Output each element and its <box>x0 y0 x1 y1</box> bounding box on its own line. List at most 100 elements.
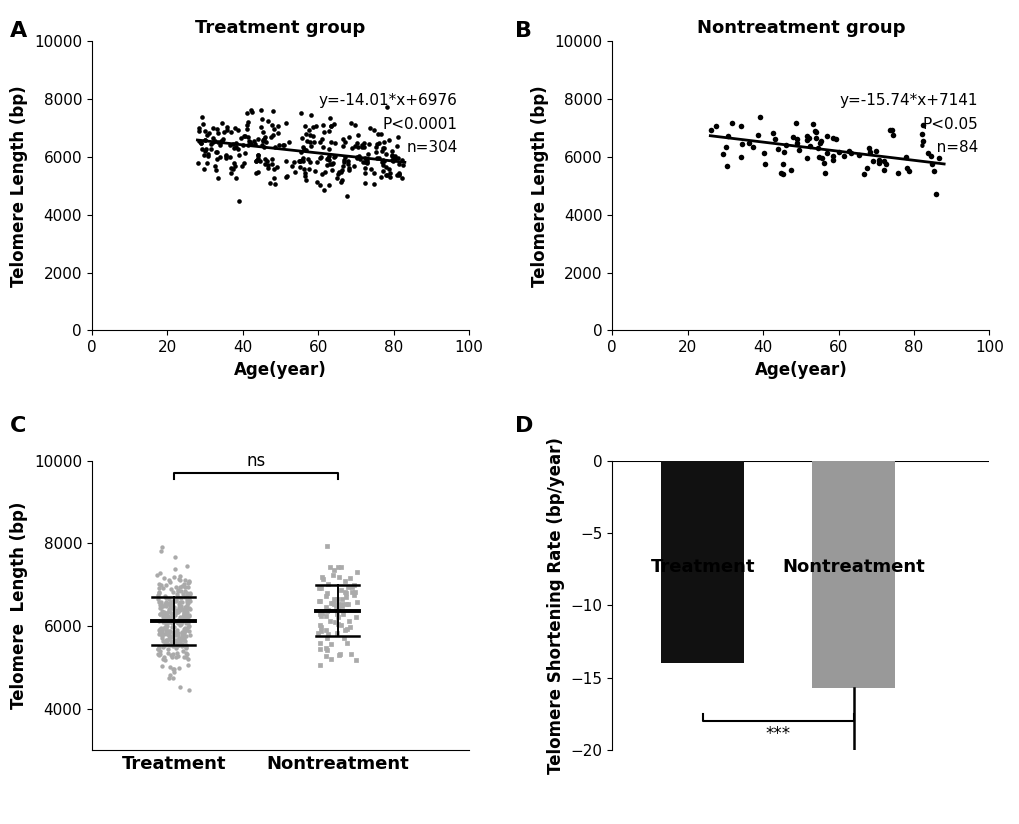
Point <box>359 153 375 166</box>
Point <box>390 166 407 180</box>
Point <box>366 177 382 190</box>
Text: ns: ns <box>246 452 265 470</box>
Point <box>340 164 357 177</box>
Point <box>339 622 356 635</box>
Point <box>788 137 804 150</box>
Point <box>239 138 256 152</box>
Point <box>175 632 192 645</box>
Point <box>340 130 357 143</box>
Y-axis label: Telomere Length (bp): Telomere Length (bp) <box>530 85 548 287</box>
Point <box>390 168 407 181</box>
Point <box>205 131 221 144</box>
Point <box>375 164 391 177</box>
Point <box>287 165 304 178</box>
Point <box>165 603 181 616</box>
Point <box>158 634 174 648</box>
Point <box>384 144 400 157</box>
Point <box>303 109 319 122</box>
Point <box>169 626 185 639</box>
Point <box>325 150 341 163</box>
Point <box>269 119 285 133</box>
Point <box>157 653 173 667</box>
Point <box>829 146 846 159</box>
Point <box>341 620 358 634</box>
Point <box>732 151 748 164</box>
Point <box>256 132 272 145</box>
Point <box>313 150 329 163</box>
Point <box>924 165 941 178</box>
Point <box>375 142 391 155</box>
Point <box>257 157 273 171</box>
Point <box>244 105 260 119</box>
Point <box>336 151 353 164</box>
Point <box>150 643 166 656</box>
Point <box>193 136 209 149</box>
Point <box>374 155 390 168</box>
Point <box>213 134 229 147</box>
Point <box>318 589 334 602</box>
Point <box>277 116 293 129</box>
Point <box>756 157 772 171</box>
Point <box>178 606 195 619</box>
Point <box>322 597 338 610</box>
Point <box>152 607 168 620</box>
Point <box>338 586 355 599</box>
Point <box>163 610 179 623</box>
Point <box>388 140 405 153</box>
Point <box>285 155 302 168</box>
Point <box>897 150 913 163</box>
Point <box>380 162 396 176</box>
Point <box>163 648 179 661</box>
Point <box>233 131 250 144</box>
Point <box>381 133 397 147</box>
Point <box>348 152 365 165</box>
Point <box>336 155 353 168</box>
Point <box>278 171 294 184</box>
Point <box>169 623 185 636</box>
Point <box>922 150 938 163</box>
Point <box>222 125 238 138</box>
Point <box>265 171 281 185</box>
Point <box>280 135 297 148</box>
Point <box>178 587 195 600</box>
Point <box>275 138 291 152</box>
Point <box>153 597 169 611</box>
Point <box>176 634 193 648</box>
Point <box>768 142 785 155</box>
Point <box>164 625 180 639</box>
Point <box>164 630 180 644</box>
Point <box>368 146 384 159</box>
Point <box>166 627 182 640</box>
Point <box>836 150 852 163</box>
Point <box>167 606 183 620</box>
Point <box>164 639 180 653</box>
Point <box>260 114 276 127</box>
Point <box>326 137 342 150</box>
Point <box>332 583 348 597</box>
Point <box>355 156 371 169</box>
Point <box>311 582 327 595</box>
Point <box>169 585 185 598</box>
Point <box>233 159 250 172</box>
Point <box>799 129 815 143</box>
Point <box>312 619 328 632</box>
Point <box>208 146 224 159</box>
Point <box>195 117 211 130</box>
Point <box>181 609 198 622</box>
Point <box>332 561 348 574</box>
Point <box>923 157 940 171</box>
Point <box>257 152 273 166</box>
Text: D: D <box>515 416 533 436</box>
Point <box>301 163 317 176</box>
Point <box>335 631 352 644</box>
Point <box>254 138 270 152</box>
Point <box>383 148 399 162</box>
Point <box>214 134 230 147</box>
Point <box>153 578 169 592</box>
Point <box>330 570 346 583</box>
Point <box>151 628 167 641</box>
Point <box>160 616 176 629</box>
Point <box>333 599 350 612</box>
Point <box>312 136 328 149</box>
Point <box>166 600 182 613</box>
